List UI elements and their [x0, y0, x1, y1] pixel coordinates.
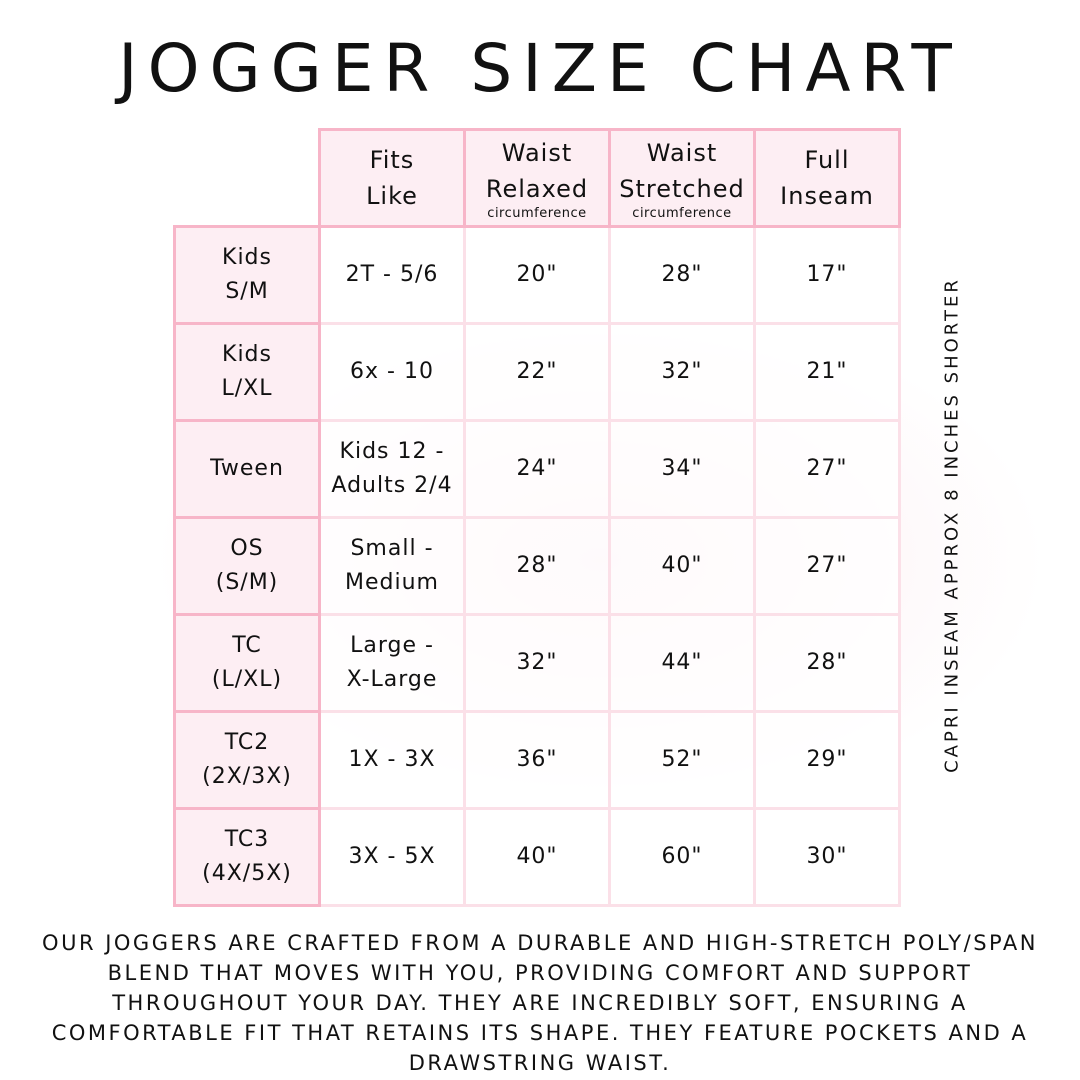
relaxed-cell: 36": [463, 710, 611, 810]
column-subheader: circumference: [487, 206, 587, 221]
stretched-cell: 34": [608, 419, 756, 519]
size-label: OS (S/M): [173, 516, 321, 616]
line-1: Large -: [350, 633, 434, 658]
line-2: Like: [366, 182, 418, 210]
line-2: (L/XL): [211, 667, 283, 692]
stretched-cell: 44": [608, 613, 756, 713]
line-2: L/XL: [221, 376, 273, 401]
table-row: Kids S/M 2T - 5/6 20" 28" 17": [173, 225, 901, 325]
capri-note: CAPRI INSEAM APPROX 8 INCHES SHORTER: [941, 277, 963, 773]
inseam-cell: 30": [753, 807, 901, 907]
line-2: S/M: [225, 279, 269, 304]
relaxed-cell: 40": [463, 807, 611, 907]
column-header: Waist Relaxed circumference: [463, 128, 611, 228]
line-1: 3X - 5X: [348, 844, 436, 869]
size-label: TC3 (4X/5X): [173, 807, 321, 907]
fits-like-cell: 1X - 3X: [318, 710, 466, 810]
line-1: 2T - 5/6: [345, 262, 439, 287]
table-row: Tween Kids 12 - Adults 2/4 24" 34" 27": [173, 419, 901, 519]
fits-like-cell: 2T - 5/6: [318, 225, 466, 325]
stretched-cell: 32": [608, 322, 756, 422]
size-label: TC2 (2X/3X): [173, 710, 321, 810]
line-1: Fits: [369, 146, 415, 174]
size-label: Kids L/XL: [173, 322, 321, 422]
column-header: Full Inseam: [753, 128, 901, 228]
line-1: Kids 12 -: [339, 439, 445, 464]
line-1: Waist: [646, 139, 718, 167]
line-2: Adults 2/4: [331, 473, 453, 498]
fits-like-cell: Small - Medium: [318, 516, 466, 616]
line-1: TC: [232, 633, 262, 658]
table-row: TC2 (2X/3X) 1X - 3X 36" 52" 29": [173, 710, 901, 810]
line-1: TC3: [224, 827, 270, 852]
line-2: Inseam: [780, 182, 874, 210]
inseam-cell: 17": [753, 225, 901, 325]
column-header: Waist Stretched circumference: [608, 128, 756, 228]
line-2: X-Large: [346, 667, 438, 692]
table-row: OS (S/M) Small - Medium 28" 40" 27": [173, 516, 901, 616]
line-1: Tween: [210, 456, 284, 481]
line-1: Waist: [501, 139, 573, 167]
fits-like-cell: 6x - 10: [318, 322, 466, 422]
table-row: TC (L/XL) Large - X-Large 32" 44" 28": [173, 613, 901, 713]
stretched-cell: 28": [608, 225, 756, 325]
line-1: Full: [804, 146, 850, 174]
description: Our joggers are crafted from a durable a…: [42, 931, 1038, 1075]
line-2: (2X/3X): [202, 764, 292, 789]
page-title: JOGGER SIZE CHART: [118, 30, 962, 107]
size-label: Kids S/M: [173, 225, 321, 325]
corner-cell: [175, 130, 320, 227]
line-2: Medium: [345, 570, 439, 595]
stretched-cell: 40": [608, 516, 756, 616]
line-2: Stretched: [619, 175, 745, 203]
line-2: (S/M): [215, 570, 279, 595]
fits-like-cell: Large - X-Large: [318, 613, 466, 713]
relaxed-cell: 28": [463, 516, 611, 616]
fits-like-cell: Kids 12 - Adults 2/4: [318, 419, 466, 519]
inseam-cell: 27": [753, 419, 901, 519]
line-1: 6x - 10: [350, 359, 434, 384]
relaxed-cell: 20": [463, 225, 611, 325]
line-2: (4X/5X): [202, 861, 292, 886]
fits-like-cell: 3X - 5X: [318, 807, 466, 907]
line-1: OS: [230, 536, 264, 561]
inseam-cell: 29": [753, 710, 901, 810]
relaxed-cell: 24": [463, 419, 611, 519]
line-2: Relaxed: [485, 175, 589, 203]
stretched-cell: 60": [608, 807, 756, 907]
column-header: Fits Like: [318, 128, 466, 228]
line-1: Small -: [350, 536, 434, 561]
table-row: TC3 (4X/5X) 3X - 5X 40" 60" 30": [173, 807, 901, 907]
line-1: Kids: [222, 342, 272, 367]
inseam-cell: 21": [753, 322, 901, 422]
column-subheader: circumference: [632, 206, 732, 221]
line-1: 1X - 3X: [348, 747, 436, 772]
size-table: Fits Like Waist Relaxed circumference Waist St…: [173, 128, 901, 907]
stretched-cell: 52": [608, 710, 756, 810]
size-label: TC (L/XL): [173, 613, 321, 713]
size-label: Tween: [173, 419, 321, 519]
relaxed-cell: 32": [463, 613, 611, 713]
inseam-cell: 27": [753, 516, 901, 616]
line-1: TC2: [224, 730, 270, 755]
relaxed-cell: 22": [463, 322, 611, 422]
table-row: Kids L/XL 6x - 10 22" 32" 21": [173, 322, 901, 422]
inseam-cell: 28": [753, 613, 901, 713]
line-1: Kids: [222, 245, 272, 270]
header-row: Fits Like Waist Relaxed circumference Waist St…: [175, 128, 901, 228]
